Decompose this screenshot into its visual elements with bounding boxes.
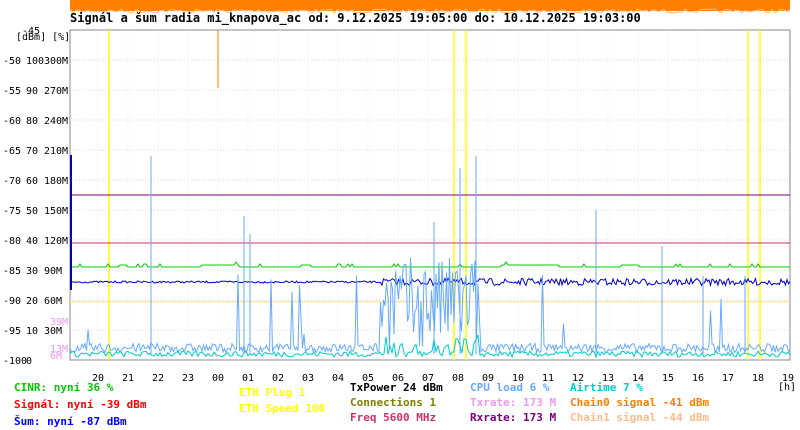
y-tick-dbm: -65 <box>3 146 21 157</box>
legend-cinr: CINR: nyní 36 % <box>14 381 114 394</box>
x-tick-label: 08 <box>452 373 464 384</box>
y-tick-dbm: -85 <box>3 266 21 277</box>
x-tick-label: 11 <box>542 373 554 384</box>
cinr-line <box>70 261 790 268</box>
y-tick-dbm: -45 <box>22 26 40 37</box>
legend-signal: Signál: nyní -39 dBm <box>14 398 147 411</box>
x-tick-label: 04 <box>332 373 344 384</box>
y-tick-rate: 60M <box>44 296 62 307</box>
chain1-activity-line <box>69 8 791 14</box>
y-tick-rate: 270M <box>44 86 68 97</box>
y-tick-rate: 90M <box>44 266 62 277</box>
x-tick-label: 23 <box>182 373 194 384</box>
x-tick-label: 22 <box>152 373 164 384</box>
y-tick-pct: 30 <box>26 266 38 277</box>
x-tick-label: 20 <box>92 373 104 384</box>
airtime-line <box>69 334 791 359</box>
legend-eth-speed: ETH Speed 100 <box>239 402 326 415</box>
x-tick-label: 12 <box>572 373 584 384</box>
x-tick-label: 06 <box>392 373 404 384</box>
x-tick-label: 05 <box>362 373 374 384</box>
y-tick-pct: 90 <box>26 86 38 97</box>
legend-connections: Connections 1 <box>350 396 437 409</box>
y-tick-pct: 0 <box>26 356 32 367</box>
chain-activity-strip <box>70 0 790 11</box>
y-tick-rate: 180M <box>44 176 68 187</box>
legend-rxrate: Rxrate: 173 M <box>470 411 557 424</box>
x-tick-label: 07 <box>422 373 434 384</box>
y-tick-rate: 30M <box>44 326 62 337</box>
x-tick-label: 02 <box>272 373 284 384</box>
x-unit-label: [h] <box>778 382 796 393</box>
x-tick-label: 14 <box>632 373 644 384</box>
y-tick-rate: 210M <box>44 146 68 157</box>
x-tick-label: 21 <box>122 373 134 384</box>
x-tick-label: 00 <box>212 373 224 384</box>
y-tick-rate-extra: 6M <box>50 351 62 362</box>
y-tick-dbm: -50 <box>3 56 21 67</box>
x-tick-label: 15 <box>662 373 674 384</box>
legend-noise: Šum: nyní -87 dBm <box>14 415 127 428</box>
y-tick-dbm: -80 <box>3 236 21 247</box>
x-tick-label: 19 <box>782 373 794 384</box>
legend-airtime: Airtime 7 % <box>570 381 643 394</box>
y-tick-rate-extra: 39M <box>50 317 68 328</box>
y-tick-rate: 240M <box>44 116 68 127</box>
x-tick-label: 18 <box>752 373 764 384</box>
y-tick-pct: 10 <box>26 326 38 337</box>
y-tick-dbm: -55 <box>3 86 21 97</box>
y-tick-pct: 50 <box>26 206 38 217</box>
legend-freq: Freq 5600 MHz <box>350 411 437 424</box>
y-tick-dbm: -90 <box>3 296 21 307</box>
noise-line <box>69 276 791 288</box>
y-tick-rate: 150M <box>44 206 68 217</box>
x-tick-label: 09 <box>482 373 494 384</box>
y-tick-pct: 60 <box>26 176 38 187</box>
y-tick-rate-extra: 13M <box>50 344 68 355</box>
chart-title: Signál a šum radia mi_knapova_ac od: 9.1… <box>70 11 641 25</box>
x-tick-label: 16 <box>692 373 704 384</box>
y-tick-pct: 70 <box>26 146 38 157</box>
y-tick-pct: 20 <box>26 296 38 307</box>
x-tick-label: 13 <box>602 373 614 384</box>
y-tick-rate: 300M <box>44 56 68 67</box>
x-tick-label: 01 <box>242 373 254 384</box>
y-tick-dbm: -100 <box>3 356 27 367</box>
y-tick-pct: 40 <box>26 236 38 247</box>
y-tick-pct: 80 <box>26 116 38 127</box>
y-tick-dbm: -95 <box>3 326 21 337</box>
x-tick-label: 03 <box>302 373 314 384</box>
legend-txrate: Txrate: 173 M <box>470 396 557 409</box>
y-tick-rate: 120M <box>44 236 68 247</box>
legend-txpower: TxPower 24 dBm <box>350 381 443 394</box>
y-tick-dbm: -60 <box>3 116 21 127</box>
y-tick-dbm: -75 <box>3 206 21 217</box>
y-tick-pct: 100 <box>26 56 44 67</box>
cpu-load-line <box>69 257 791 354</box>
x-tick-label: 10 <box>512 373 524 384</box>
legend-chain0: Chain0 signal -41 dBm <box>570 396 710 409</box>
y-tick-dbm: -70 <box>3 176 21 187</box>
legend-eth-plug: ETH Plug 1 <box>239 386 306 399</box>
legend-chain1: Chain1 signal -44 dBm <box>570 411 710 424</box>
x-tick-label: 17 <box>722 373 734 384</box>
y-units-label: [dBm] [%] <box>16 32 70 43</box>
legend-cpu: CPU load 6 % <box>470 381 550 394</box>
